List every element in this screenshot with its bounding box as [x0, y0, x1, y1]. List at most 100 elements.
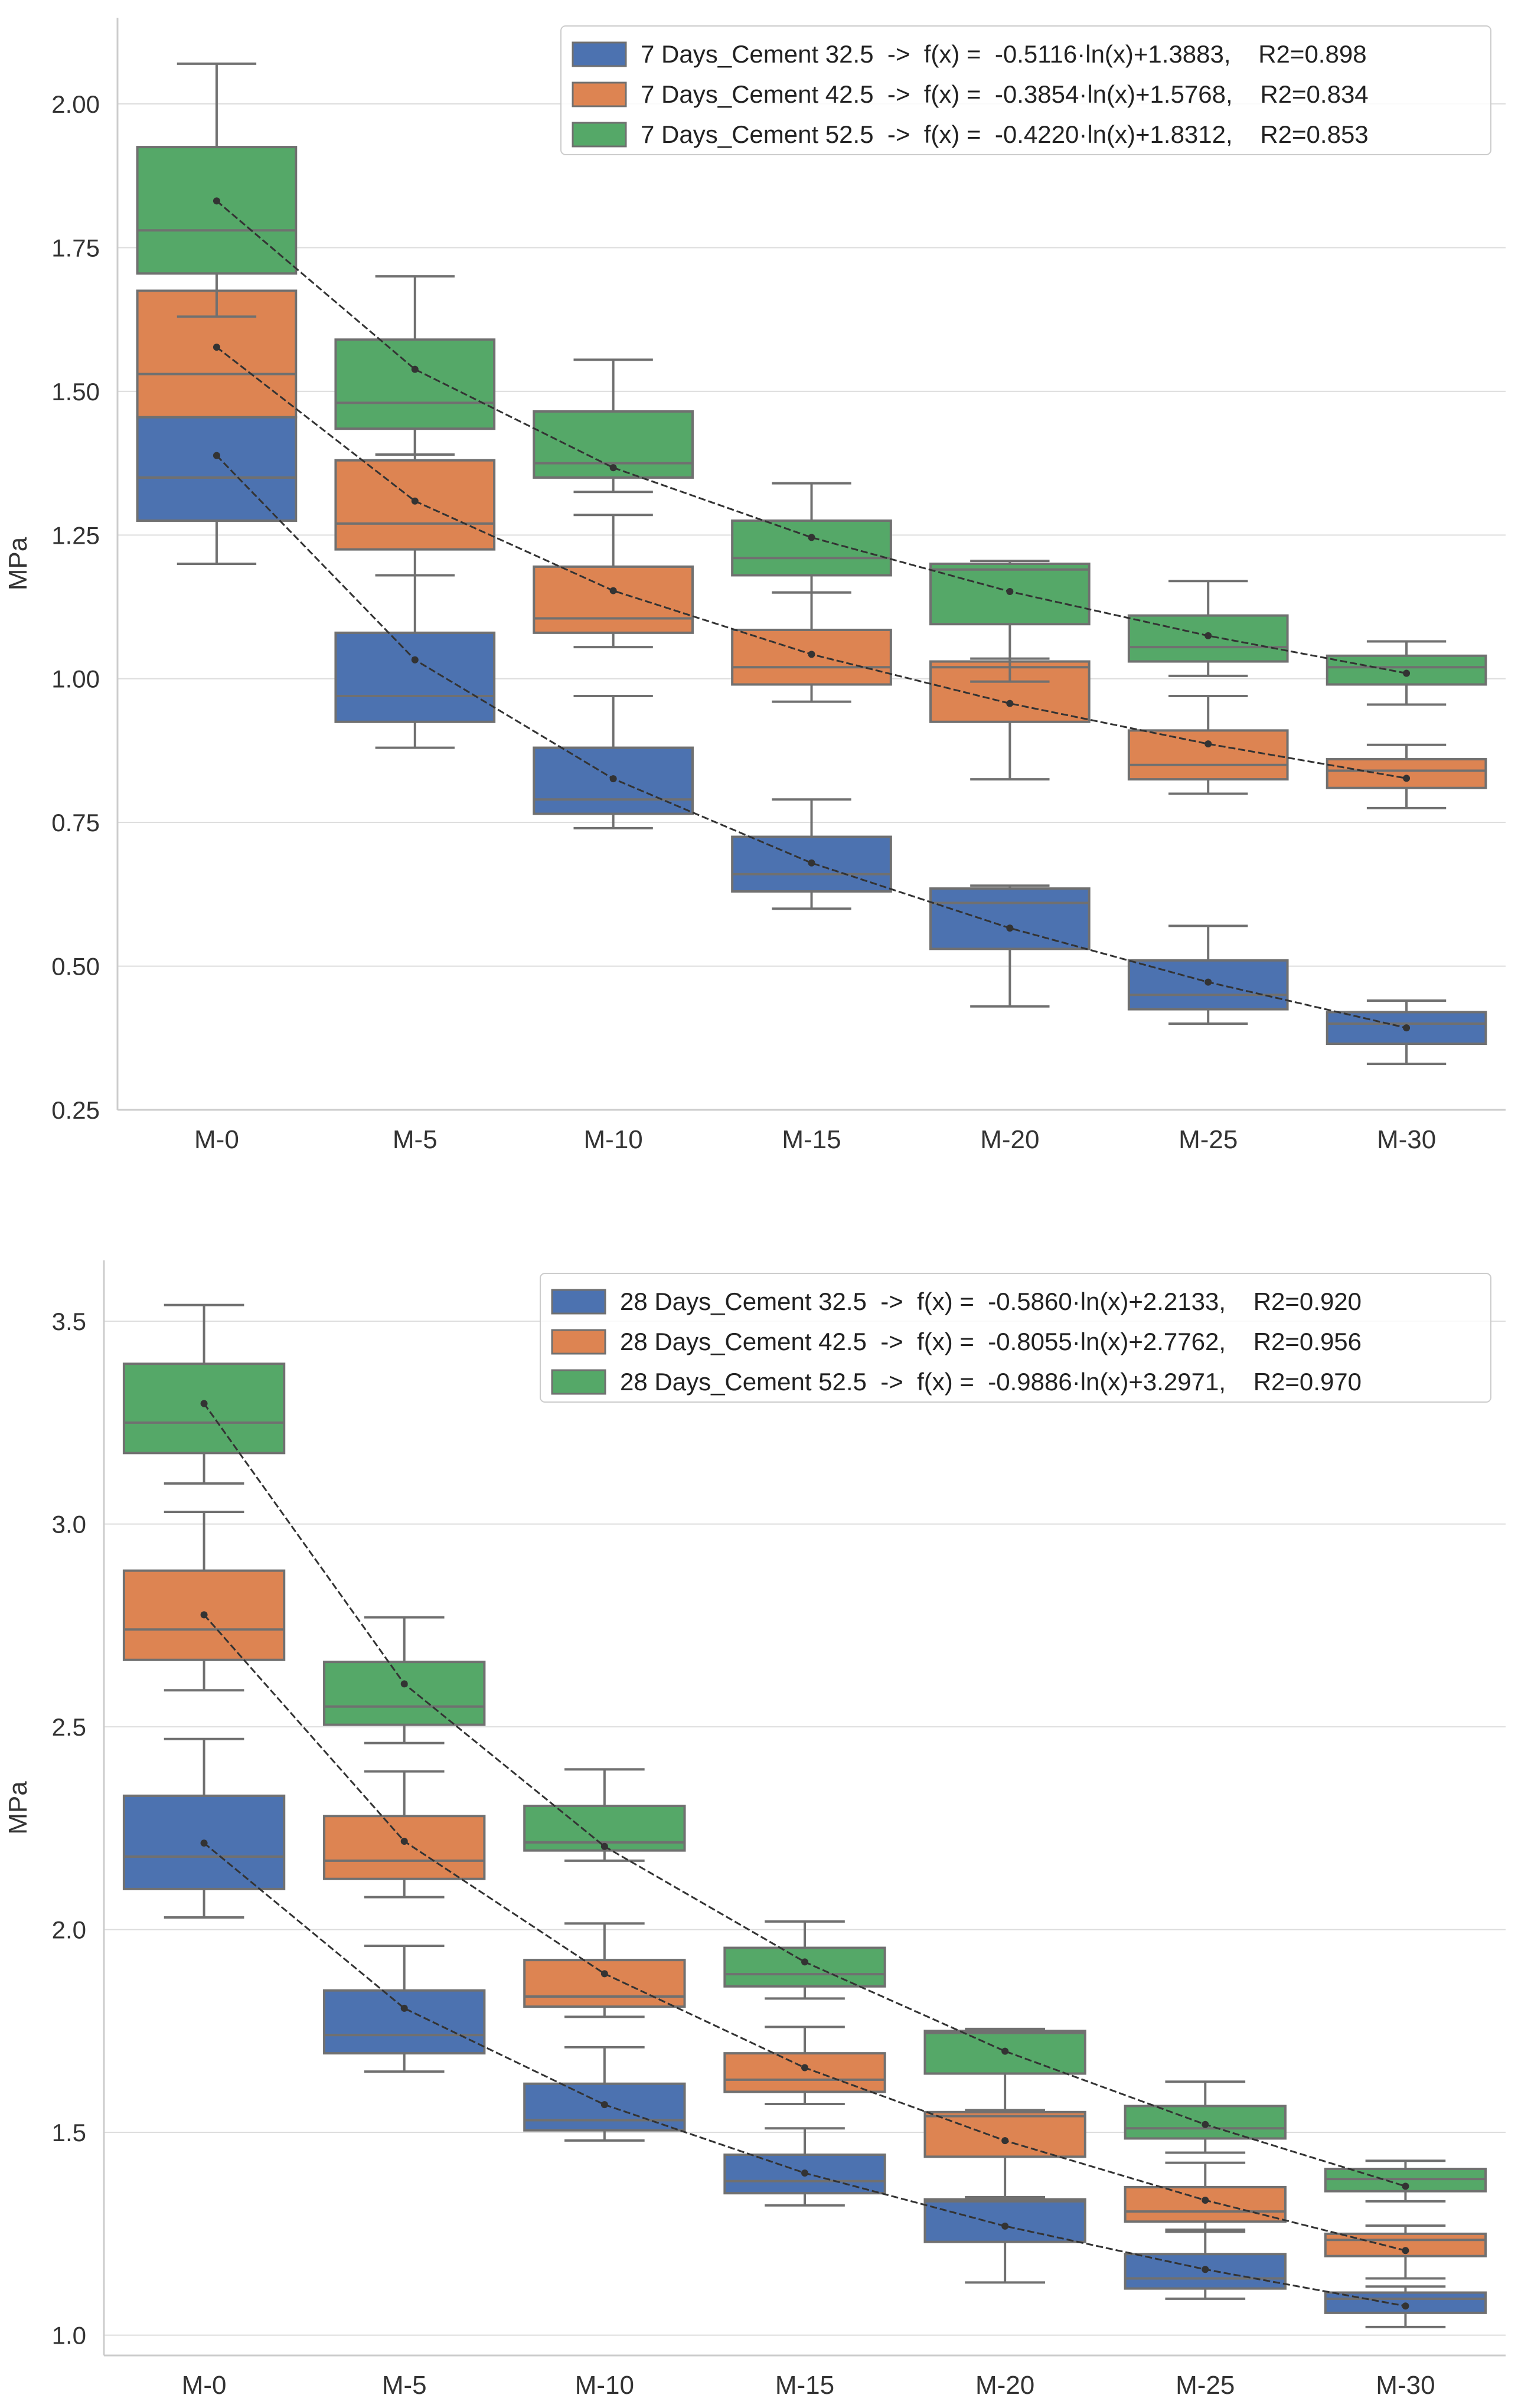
box-iqr — [1326, 758, 1487, 789]
y-tick-label: 3.5 — [52, 1308, 86, 1335]
y-tick-label: 2.5 — [52, 1713, 86, 1741]
trend-point — [801, 2064, 808, 2072]
trend-point — [801, 1958, 808, 1966]
series-3-trend — [213, 197, 1411, 677]
series-2-boxes — [136, 289, 1487, 809]
trend-point — [200, 1611, 208, 1619]
y-tick-label: 1.75 — [51, 234, 100, 262]
box-iqr — [323, 1661, 486, 1726]
box-iqr — [136, 146, 298, 275]
trend-point — [411, 497, 419, 505]
box-M-25 — [1127, 580, 1289, 677]
box-M-15 — [723, 1920, 886, 2000]
y-tick-labels: 1.0 1.5 2.0 2.5 3.0 3.5 — [52, 1308, 86, 2350]
series-2-trend — [213, 344, 1411, 782]
trend-point — [200, 1840, 208, 1847]
box-M-5 — [323, 1945, 486, 2073]
trend-point — [411, 365, 419, 373]
box-iqr — [723, 2052, 886, 2093]
box-iqr — [1326, 1011, 1487, 1045]
x-tick-labels: M-0 M-5 M-10 M-15 M-20 M-25 M-30 — [194, 1125, 1436, 1154]
x-tick-label: M-30 — [1376, 2371, 1435, 2400]
box-M-15 — [731, 798, 892, 910]
series-3-boxes — [136, 62, 1487, 706]
box-M-15 — [731, 482, 892, 594]
series-1-trend — [200, 1840, 1409, 2310]
box-M-25 — [1127, 694, 1289, 795]
box-iqr — [923, 2110, 1086, 2158]
legend-swatch — [572, 122, 627, 148]
trend-point — [1402, 2302, 1409, 2310]
trend-point — [1204, 978, 1212, 986]
box-M-10 — [533, 514, 694, 649]
trend-point — [1006, 588, 1014, 596]
x-tick-label: M-25 — [1176, 2371, 1235, 2400]
trend-point — [1202, 2121, 1209, 2128]
box-iqr — [523, 1959, 686, 2008]
box-M-15 — [731, 591, 892, 703]
y-tick-label: 0.50 — [51, 953, 100, 981]
trend-point — [808, 859, 815, 867]
y-axis-label: MPa — [4, 537, 32, 590]
x-tick-label: M-25 — [1179, 1125, 1238, 1154]
legend-swatch — [551, 1369, 606, 1395]
y-tick-label: 2.00 — [51, 90, 100, 118]
series-3-boxes — [122, 1303, 1487, 2203]
trend-point — [411, 656, 419, 664]
x-tick-label: M-10 — [575, 2371, 634, 2400]
trend-point — [1402, 2247, 1409, 2255]
legend-swatch — [551, 1289, 606, 1315]
legend-frame — [540, 1273, 1491, 1403]
trend-point — [1202, 2197, 1209, 2204]
box-M-10 — [523, 2046, 686, 2142]
legend-swatch — [572, 81, 627, 107]
y-tick-label: 2.0 — [52, 1916, 86, 1944]
y-tick-label: 0.75 — [51, 809, 100, 837]
box-iqr — [1124, 2253, 1287, 2290]
trend-point — [600, 1970, 608, 1978]
trend-point — [609, 587, 617, 594]
box-iqr — [334, 631, 496, 723]
legend-label: 7 Days_Cement 52.5 -> f(x) = -0.4220·ln(… — [641, 120, 1369, 148]
box-M-10 — [533, 694, 694, 829]
box-M-10 — [533, 358, 694, 494]
y-tick-label: 1.50 — [51, 378, 100, 406]
box-iqr — [122, 1363, 286, 1455]
trend-point — [600, 1842, 608, 1850]
box-M-0 — [136, 289, 298, 419]
box-M-25 — [1124, 2080, 1287, 2154]
x-tick-label: M-0 — [194, 1125, 239, 1154]
x-tick-label: M-5 — [393, 1125, 438, 1154]
legend-frame — [560, 25, 1491, 155]
series-1-boxes — [136, 416, 1487, 1066]
x-tick-label: M-0 — [182, 2371, 227, 2400]
box-iqr — [1124, 2105, 1287, 2140]
legend-label: 7 Days_Cement 32.5 -> f(x) = -0.5116·ln(… — [641, 40, 1367, 68]
series-3-trend — [200, 1400, 1409, 2190]
series-2-trend — [200, 1611, 1409, 2255]
x-tick-labels: M-0 M-5 M-10 M-15 M-20 M-25 M-30 — [182, 2371, 1435, 2400]
box-iqr — [334, 459, 496, 551]
box-iqr — [136, 416, 298, 522]
trend-point — [400, 1837, 408, 1845]
box-M-15 — [723, 2127, 886, 2207]
trend-point — [1001, 2222, 1009, 2230]
legend-swatch — [551, 1329, 606, 1355]
box-M-0 — [136, 416, 298, 565]
x-tick-label: M-30 — [1377, 1125, 1436, 1154]
legend-label: 28 Days_Cement 42.5 -> f(x) = -0.8055·ln… — [620, 1328, 1362, 1355]
series-2-boxes — [122, 1510, 1487, 2280]
trend-point — [1204, 632, 1212, 639]
box-M-30 — [1326, 743, 1487, 809]
trend-point — [213, 452, 220, 459]
trend-point — [1403, 1024, 1411, 1032]
box-iqr — [923, 2198, 1086, 2243]
y-tick-label: 1.25 — [51, 521, 100, 549]
x-tick-label: M-20 — [975, 2371, 1034, 2400]
box-M-0 — [122, 1303, 286, 1485]
y-tick-label: 1.0 — [52, 2322, 86, 2350]
box-M-25 — [1124, 2229, 1287, 2300]
legend: 7 Days_Cement 32.5 -> f(x) = -0.5116·ln(… — [560, 25, 1491, 155]
